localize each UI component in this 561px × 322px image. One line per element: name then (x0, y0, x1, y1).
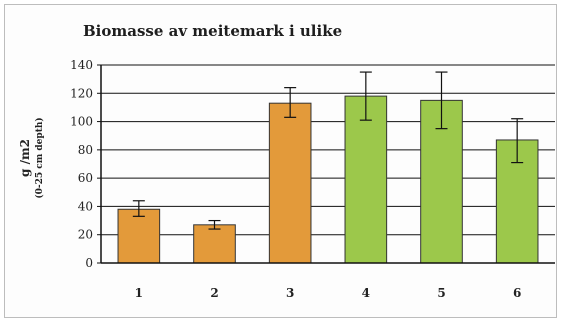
chart-frame: Biomasse av meitemark i ulike 0 20 40 60 80 1… (4, 4, 557, 318)
x-tick-label: 4 (362, 286, 370, 300)
y-axis-sublabel: (0-25 cm depth) (34, 117, 45, 198)
y-tick-label: 0 (85, 256, 93, 270)
y-tick-labels: 0 20 40 60 80 100 120 140 (70, 58, 93, 270)
y-tick-label: 140 (70, 58, 93, 72)
x-tick-label: 2 (210, 286, 218, 300)
x-tick-labels: 1 2 3 4 5 6 (135, 286, 522, 300)
y-tick-label: 20 (78, 228, 93, 242)
x-tick-label: 1 (135, 286, 143, 300)
error-bar-6 (511, 118, 524, 164)
y-tick-label: 40 (78, 199, 93, 213)
bar-chart: Biomasse av meitemark i ulike 0 20 40 60 80 1… (18, 22, 555, 300)
y-tick-label: 80 (78, 143, 93, 157)
bar-4 (344, 95, 388, 264)
bar-3 (268, 102, 312, 264)
y-axis-label: g /m2 (18, 139, 32, 177)
x-tick-label: 5 (437, 286, 445, 300)
y-tick-label: 100 (70, 115, 93, 129)
bar-1 (117, 208, 161, 264)
error-bars (132, 71, 524, 230)
error-bar-3 (284, 87, 297, 118)
chart-title: Biomasse av meitemark i ulike (83, 22, 342, 40)
y-tick-label: 120 (70, 86, 93, 100)
x-tick-label: 6 (513, 286, 521, 300)
error-bar-5 (435, 71, 448, 130)
error-bar-4 (359, 71, 372, 121)
error-bar-2 (208, 219, 221, 230)
gridlines (97, 64, 555, 264)
error-bar-1 (132, 200, 145, 217)
x-tick-label: 3 (286, 286, 294, 300)
y-tick-label: 60 (78, 171, 93, 185)
bar-2 (193, 224, 236, 264)
y-axis-label-group: g /m2 (0-25 cm depth) (18, 117, 45, 198)
